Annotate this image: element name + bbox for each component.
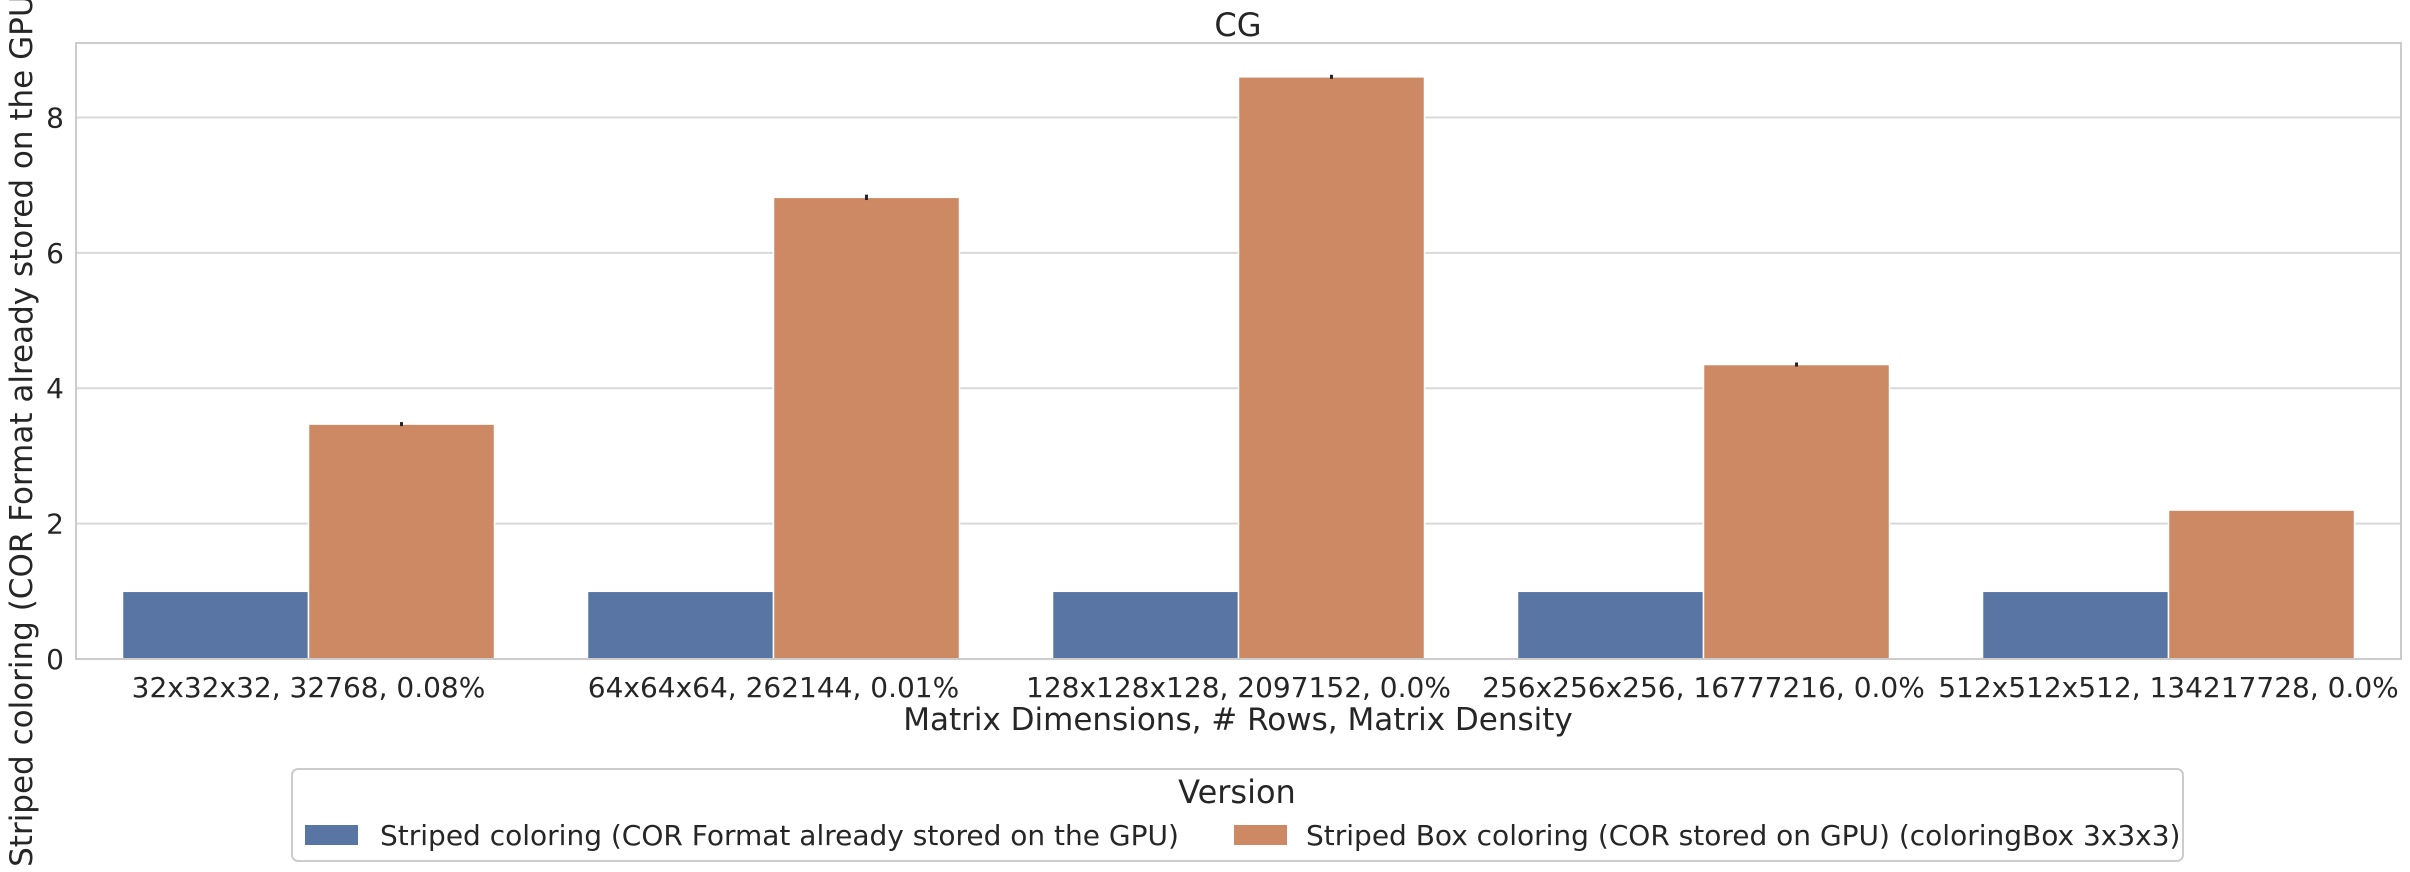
x-tick-label-4: 512x512x512, 134217728, 0.0% xyxy=(1938,671,2399,704)
bar-series1-cat2 xyxy=(1237,76,1426,660)
x-tick-label-0: 32x32x32, 32768, 0.08% xyxy=(132,671,486,704)
y-tick-label-4: 4 xyxy=(46,372,64,405)
bar-series0-cat2 xyxy=(1051,590,1240,660)
legend-title: Version xyxy=(1178,773,1296,811)
error-bars xyxy=(400,74,1798,427)
y-tick-label-6: 6 xyxy=(46,237,64,270)
x-axis-label: Matrix Dimensions, # Rows, Matrix Densit… xyxy=(903,702,1573,738)
y-tick-label-8: 8 xyxy=(46,101,64,134)
bar-series0-cat0 xyxy=(121,590,310,660)
y-tick-labels: 0 2 4 6 8 xyxy=(46,101,64,676)
y-tick-label-2: 2 xyxy=(46,508,64,541)
legend-swatch-striped xyxy=(305,825,358,845)
legend-swatch-striped-box xyxy=(1234,825,1287,845)
x-tick-label-2: 128x128x128, 2097152, 0.0% xyxy=(1026,671,1451,704)
plot-frame xyxy=(75,42,2402,660)
bar-series1-cat4 xyxy=(2167,509,2356,660)
bar-series1-cat1 xyxy=(772,196,961,660)
bar-series0-cat4 xyxy=(1981,590,2170,660)
bar-series1-cat3 xyxy=(1702,363,1891,660)
chart-title: CG xyxy=(1214,6,1261,44)
x-tick-labels: 32x32x32, 32768, 0.08% 64x64x64, 262144, … xyxy=(132,671,2399,704)
bar-series1-cat0 xyxy=(307,423,496,660)
legend: Version Striped coloring (COR Format alr… xyxy=(291,768,2184,862)
x-tick-label-3: 256x256x256, 16777216, 0.0% xyxy=(1482,671,1925,704)
bars xyxy=(121,76,2356,660)
legend-frame xyxy=(291,768,2184,862)
bar-series0-cat3 xyxy=(1516,590,1705,660)
legend-label-striped: Striped coloring (COR Format already sto… xyxy=(380,819,1179,852)
y-axis-label: Speedup vs Striped coloring (COR Format … xyxy=(4,0,40,872)
legend-label-striped-box: Striped Box coloring (COR stored on GPU)… xyxy=(1306,819,2180,852)
x-tick-label-1: 64x64x64, 262144, 0.01% xyxy=(588,671,959,704)
y-tick-label-0: 0 xyxy=(46,643,64,676)
bar-series0-cat1 xyxy=(586,590,775,660)
